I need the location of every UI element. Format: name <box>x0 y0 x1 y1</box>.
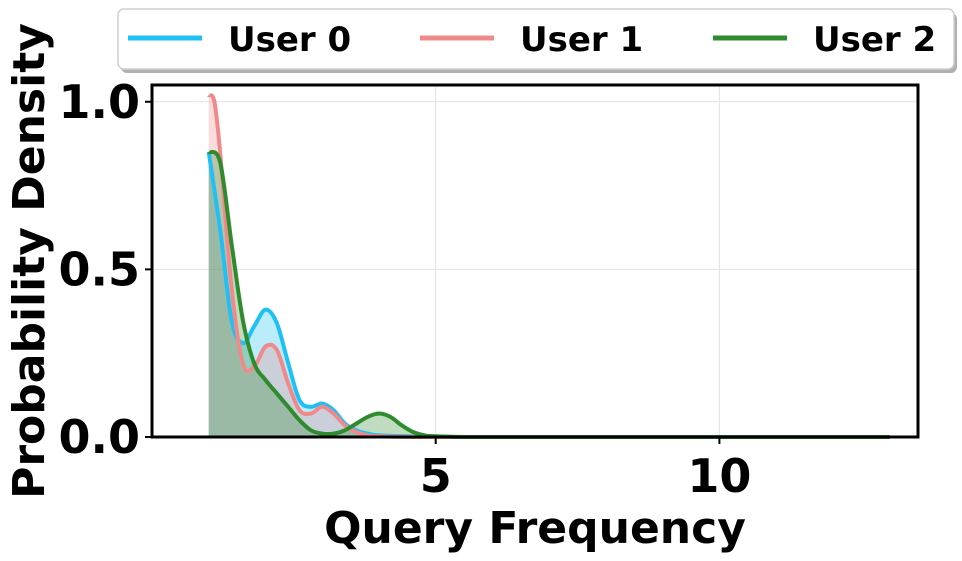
series-line-user-2 <box>207 149 890 440</box>
series-lines <box>206 93 890 440</box>
y-tick-label: 0.0 <box>59 410 141 464</box>
legend-box <box>117 8 955 70</box>
x-axis-label: Query Frequency <box>324 503 746 554</box>
series-line-user-0 <box>206 151 890 440</box>
series-fill-user-1 <box>208 95 890 438</box>
legend-label: User 2 <box>813 20 936 60</box>
y-tick-label: 0.5 <box>59 242 141 296</box>
series-fill-user-2 <box>208 151 890 438</box>
axis-ticks: 5 10 0.0 0.5 1.0 <box>59 75 752 503</box>
series-fill-user-0 <box>208 152 890 438</box>
plot-frame <box>150 83 920 439</box>
legend: User 0 User 1 User 2 <box>117 8 957 73</box>
legend-entry: User 0 <box>128 20 351 60</box>
legend-entry: User 1 <box>420 20 643 60</box>
y-tick-label: 1.0 <box>59 75 141 129</box>
y-axis-label: Probability Density <box>4 23 55 499</box>
series-line-user-1 <box>207 93 890 440</box>
x-tick-label: 10 <box>687 449 751 503</box>
legend-entry: User 2 <box>713 20 936 60</box>
series-fills <box>208 95 890 438</box>
legend-label: User 1 <box>520 20 643 60</box>
x-tick-label: 5 <box>420 449 452 503</box>
legend-label: User 0 <box>228 20 351 60</box>
